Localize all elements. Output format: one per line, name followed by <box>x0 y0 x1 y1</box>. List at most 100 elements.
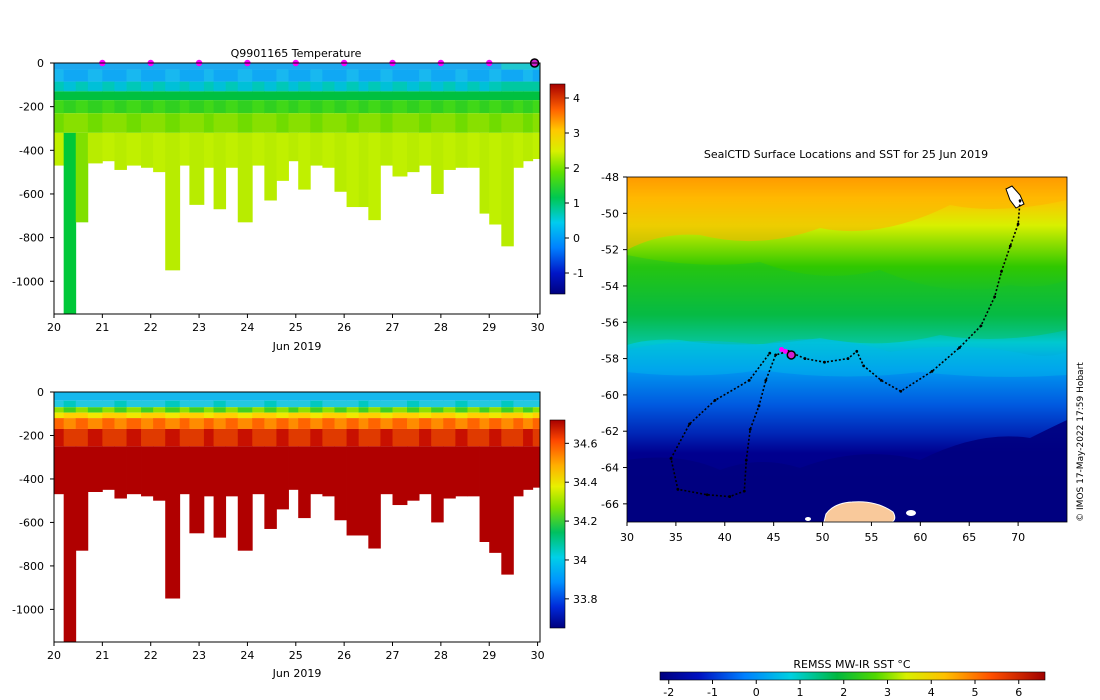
temperature-cell <box>141 69 154 82</box>
temperature-cell <box>532 132 541 160</box>
salinity-cell <box>322 392 335 401</box>
salinity-cell <box>298 407 311 413</box>
temperature-cell <box>523 113 534 133</box>
temperature-cell <box>288 63 299 70</box>
temperature-cell <box>75 113 89 133</box>
temperature-cell <box>179 132 190 166</box>
temperature-cell <box>252 132 265 166</box>
salinity-cell <box>310 446 323 495</box>
temperature-cell <box>334 91 347 101</box>
sst-colorbar-tick-label: -2 <box>663 686 674 699</box>
salinity-cell <box>54 392 65 401</box>
map-recent-positions <box>778 347 788 354</box>
temperature-cell <box>431 100 444 114</box>
map-y-tick-label: -52 <box>601 244 619 257</box>
temperature-cell <box>501 91 514 101</box>
salinity-cell <box>358 418 369 429</box>
temperature-cell <box>237 81 253 92</box>
sst-map: SealCTD Surface Locations and SST for 25… <box>601 148 1068 699</box>
recent-position-marker <box>782 348 788 354</box>
salinity-cell <box>75 392 89 401</box>
salinity-cell <box>126 428 142 447</box>
salinity-cell <box>63 400 77 408</box>
x-tick-label: 24 <box>240 321 254 334</box>
temperature-cell <box>392 69 408 82</box>
salinity-cell <box>75 446 89 551</box>
salinity-cell <box>310 407 323 413</box>
salinity-cell <box>165 407 181 413</box>
salinity-cell <box>288 400 299 408</box>
salinity-cell <box>87 428 103 447</box>
salinity-cell <box>479 407 490 413</box>
salinity-cell <box>276 418 289 429</box>
salinity-cell <box>443 418 456 429</box>
salinity-cell <box>141 446 154 497</box>
x-tick-label: 28 <box>434 321 448 334</box>
temperature-cell <box>443 69 456 82</box>
salinity-cell <box>532 407 541 413</box>
salinity-cell <box>225 412 239 419</box>
temperature-cell <box>489 100 502 114</box>
temperature-cell <box>455 63 468 70</box>
temperature-cell <box>479 113 490 133</box>
temperature-cell <box>407 63 420 70</box>
temperature-cell <box>455 91 468 101</box>
map-current-position <box>786 350 797 360</box>
sst-colorbar-title: REMSS MW-IR SST °C <box>793 658 911 671</box>
salinity-cell <box>443 412 456 419</box>
temperature-cell <box>368 91 381 101</box>
temperature-cell <box>358 81 369 92</box>
track-position <box>747 378 751 382</box>
salinity-cell <box>358 412 369 419</box>
salinity-cell <box>368 412 381 419</box>
temperature-y-ticks: 0 -200 -400 -600 -800 -1000 <box>12 57 54 288</box>
salinity-cell <box>114 400 127 408</box>
temperature-cell <box>102 113 115 133</box>
salinity-cell <box>368 407 381 413</box>
salinity-cell <box>189 407 205 413</box>
temperature-cell <box>252 81 265 92</box>
salinity-cell <box>264 392 277 401</box>
salinity-cell <box>87 400 103 408</box>
y-tick-label: 0 <box>37 57 44 70</box>
salinity-cell <box>165 412 181 419</box>
temperature-cell <box>431 81 444 92</box>
temperature-cell <box>264 132 277 201</box>
salinity-cell <box>165 446 181 599</box>
sst-colorbar-tick-label: 4 <box>928 686 935 699</box>
salinity-cell <box>213 412 227 419</box>
salinity-cell <box>298 400 311 408</box>
salinity-cell <box>443 428 456 447</box>
salinity-cell <box>501 446 514 575</box>
salinity-cell <box>276 446 289 510</box>
salinity-section: 20 21 22 23 24 25 26 27 28 29 30 0 -200 -400 -600 -800… <box>12 386 597 680</box>
salinity-cell <box>479 392 490 401</box>
temperature-cell <box>443 100 456 114</box>
x-tick-label: 25 <box>289 649 303 662</box>
temperature-cell <box>455 81 468 92</box>
sst-colorbar-tick-label: 5 <box>972 686 979 699</box>
temperature-cell <box>523 63 534 70</box>
salinity-cell <box>346 400 360 408</box>
salinity-cell <box>225 418 239 429</box>
salinity-cell <box>63 428 77 447</box>
salinity-cell <box>467 392 480 401</box>
temperature-cell <box>358 100 369 114</box>
y-tick-label: -400 <box>19 144 44 157</box>
temperature-cell <box>368 113 381 133</box>
salinity-cell <box>237 412 253 419</box>
salinity-cell <box>213 446 227 538</box>
y-tick-label: -200 <box>19 429 44 442</box>
salinity-cell <box>489 407 502 413</box>
salinity-cell <box>368 428 381 447</box>
track-position <box>879 378 883 382</box>
salinity-cell <box>54 412 65 419</box>
salinity-cell <box>203 412 214 419</box>
temperature-cell <box>179 91 190 101</box>
salinity-cell <box>203 392 214 401</box>
temperature-cell <box>87 91 103 101</box>
track-position <box>764 378 768 382</box>
track-position <box>748 427 752 431</box>
temperature-cell <box>523 132 534 162</box>
salinity-cell <box>532 418 541 429</box>
